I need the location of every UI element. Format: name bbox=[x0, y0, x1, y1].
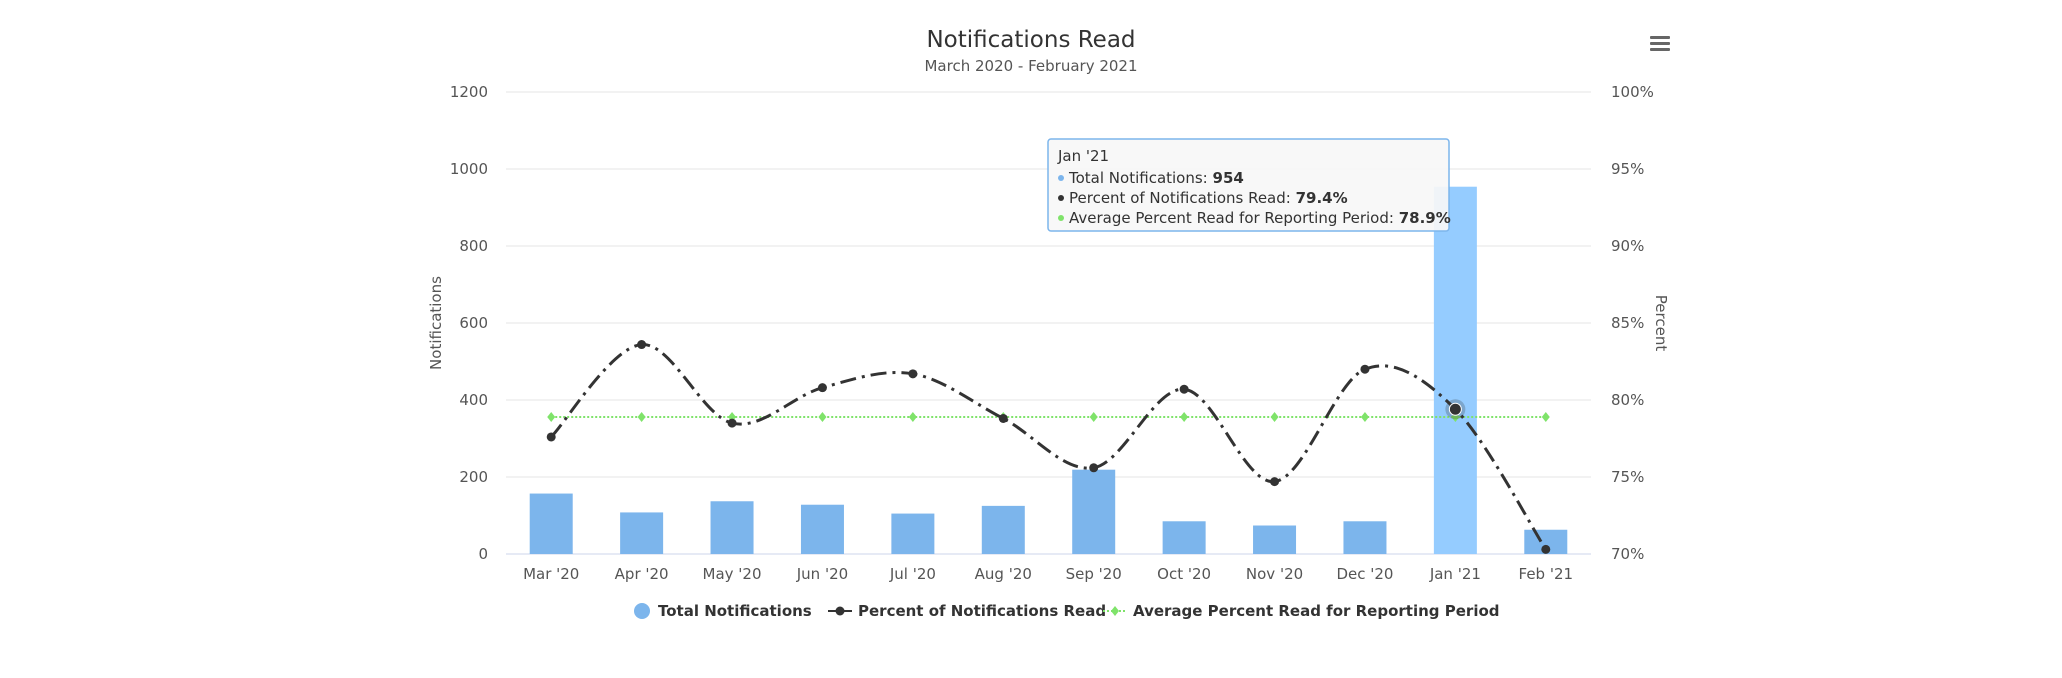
y-right-tick-label: 85% bbox=[1611, 314, 1644, 332]
y-right-axis-title: Percent bbox=[1652, 295, 1670, 352]
y-left-tick-label: 1200 bbox=[450, 83, 488, 101]
average-point bbox=[1270, 411, 1279, 422]
tooltip-header: Jan '21 bbox=[1057, 147, 1109, 165]
tooltip-marker bbox=[1058, 175, 1064, 181]
percent-point bbox=[1270, 477, 1280, 487]
y-left-axis-title: Notifications bbox=[427, 276, 445, 370]
percent-point bbox=[727, 418, 737, 428]
percent-point bbox=[1179, 384, 1189, 394]
percent-point bbox=[908, 369, 918, 379]
bar bbox=[710, 501, 754, 554]
bar bbox=[1253, 525, 1297, 554]
tooltip-row: Average Percent Read for Reporting Perio… bbox=[1069, 209, 1451, 227]
y-left-tick-label: 600 bbox=[459, 314, 488, 332]
average-point bbox=[1180, 411, 1189, 422]
percent-point bbox=[1541, 544, 1551, 554]
bar bbox=[800, 504, 844, 554]
bar bbox=[1162, 521, 1206, 554]
percent-point bbox=[998, 413, 1008, 423]
x-tick-label: Apr '20 bbox=[615, 565, 669, 583]
tooltip-row-value: 78.9% bbox=[1399, 209, 1451, 227]
x-tick-label: Nov '20 bbox=[1246, 565, 1303, 583]
legend-label: Percent of Notifications Read bbox=[858, 602, 1106, 620]
x-tick-label: Sep '20 bbox=[1066, 565, 1122, 583]
chart-title: Notifications Read bbox=[926, 27, 1135, 53]
legend-label: Total Notifications bbox=[658, 602, 812, 620]
average-point bbox=[1360, 411, 1369, 422]
tooltip-row-value: 79.4% bbox=[1296, 189, 1348, 207]
percent-point bbox=[546, 432, 556, 442]
tooltip-marker bbox=[1058, 215, 1064, 221]
y-left-tick-label: 800 bbox=[459, 237, 488, 255]
x-tick-label: May '20 bbox=[703, 565, 762, 583]
x-tick-label: Oct '20 bbox=[1157, 565, 1211, 583]
x-tick-label: Jul '20 bbox=[889, 565, 936, 583]
bar bbox=[529, 493, 573, 554]
x-tick-label: Dec '20 bbox=[1336, 565, 1393, 583]
y-right-tick-label: 80% bbox=[1611, 391, 1644, 409]
x-tick-label: Aug '20 bbox=[975, 565, 1032, 583]
x-tick-label: Mar '20 bbox=[523, 565, 579, 583]
tooltip-row-label: Total Notifications: bbox=[1068, 169, 1213, 187]
tooltip-row-label: Average Percent Read for Reporting Perio… bbox=[1069, 209, 1399, 227]
tooltip-box bbox=[1047, 138, 1450, 232]
tooltip-row: Total Notifications: 954 bbox=[1068, 169, 1244, 187]
percent-point bbox=[1360, 364, 1370, 374]
tooltip-row-label: Percent of Notifications Read: bbox=[1069, 189, 1296, 207]
x-tick-label: Jan '21 bbox=[1429, 565, 1481, 583]
bar bbox=[981, 505, 1025, 554]
y-right-tick-label: 90% bbox=[1611, 237, 1644, 255]
percent-point bbox=[1448, 402, 1462, 416]
average-point bbox=[547, 411, 556, 422]
y-left-tick-label: 400 bbox=[459, 391, 488, 409]
hamburger-menu-icon[interactable] bbox=[1650, 36, 1670, 51]
legend-marker-point bbox=[835, 606, 845, 616]
chart-subtitle: March 2020 - February 2021 bbox=[924, 57, 1137, 75]
y-right-tick-label: 75% bbox=[1611, 468, 1644, 486]
y-left-tick-label: 200 bbox=[459, 468, 488, 486]
legend-marker-point bbox=[1111, 606, 1119, 616]
y-left-tick-label: 0 bbox=[478, 545, 488, 563]
percent-point bbox=[817, 383, 827, 393]
y-left-tick-label: 1000 bbox=[450, 160, 488, 178]
bar bbox=[1072, 469, 1116, 554]
percent-read-line bbox=[550, 343, 1548, 551]
legend-marker-bar bbox=[634, 603, 650, 619]
average-point bbox=[1089, 411, 1098, 422]
tooltip-row: Percent of Notifications Read: 79.4% bbox=[1069, 189, 1348, 207]
average-point bbox=[1541, 411, 1550, 422]
average-point bbox=[637, 411, 646, 422]
y-right-tick-label: 100% bbox=[1611, 83, 1654, 101]
tooltip-row-value: 954 bbox=[1213, 169, 1244, 187]
bar bbox=[620, 512, 664, 554]
bar bbox=[891, 513, 935, 554]
average-point bbox=[818, 411, 827, 422]
average-point bbox=[908, 411, 917, 422]
percent-point bbox=[637, 340, 647, 350]
bar bbox=[1433, 186, 1477, 554]
y-right-tick-label: 95% bbox=[1611, 160, 1644, 178]
x-tick-label: Feb '21 bbox=[1519, 565, 1574, 583]
bar bbox=[1343, 521, 1387, 554]
y-right-tick-label: 70% bbox=[1611, 545, 1644, 563]
tooltip-marker bbox=[1058, 195, 1064, 201]
percent-point bbox=[1089, 463, 1099, 473]
x-tick-label: Jun '20 bbox=[796, 565, 848, 583]
legend-label: Average Percent Read for Reporting Perio… bbox=[1133, 602, 1500, 620]
